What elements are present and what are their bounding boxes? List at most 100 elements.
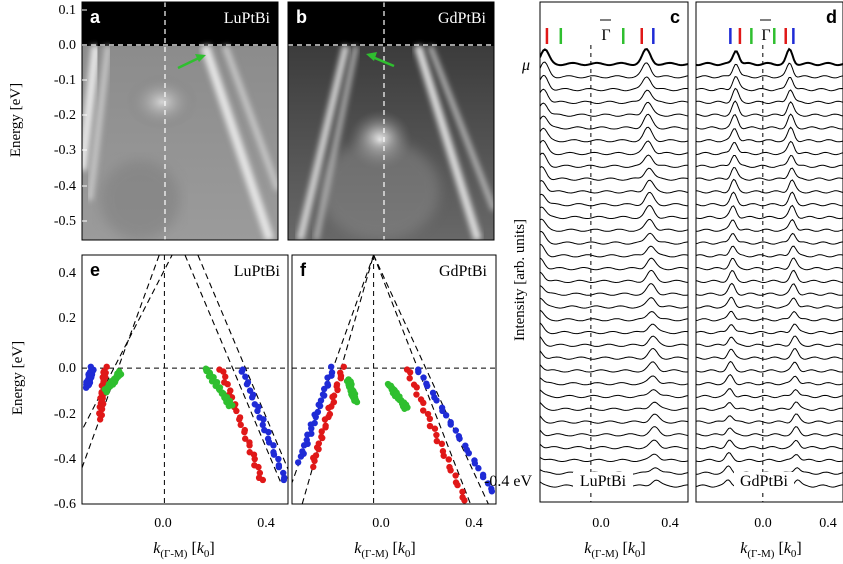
edc-curve (696, 388, 843, 399)
edc-curve (540, 257, 688, 271)
edc-curve (696, 232, 843, 245)
red-band-point (237, 421, 244, 429)
svg-text:0.0: 0.0 (372, 516, 390, 531)
edc-curve (540, 101, 688, 117)
red-band-point (256, 469, 264, 477)
svg-text:0.4: 0.4 (819, 516, 837, 531)
edc-curve (540, 204, 688, 220)
edc-curve (540, 113, 688, 130)
edc-curve (696, 426, 843, 437)
red-band-point (333, 381, 341, 388)
edc-curve (540, 401, 688, 411)
edc-curve (540, 322, 688, 335)
edc-curve (696, 439, 843, 450)
edc-curve (696, 282, 843, 296)
red-band-point (222, 373, 229, 380)
edc-curve (696, 401, 843, 411)
red-band-point (454, 481, 461, 489)
svg-text:-0.6: -0.6 (54, 497, 76, 512)
edc-curve (540, 139, 688, 156)
green-band-point (229, 402, 236, 409)
gamma-label-d: Γ (761, 27, 770, 44)
edc-curve (540, 389, 688, 399)
axis-k-c: 0.0 0.4 (592, 516, 679, 531)
edc-curve (696, 100, 843, 117)
blue-band-point (479, 473, 487, 481)
material-label-b: GdPtBi (438, 10, 487, 27)
edc-curve (540, 74, 688, 92)
blue-band-point (447, 421, 454, 428)
red-band-point (461, 497, 468, 504)
xlabel-k: k(Γ-M) [k0] (153, 540, 215, 560)
blue-band-point (484, 480, 492, 487)
material-label-f: GdPtBi (439, 263, 488, 280)
svg-text:0.4: 0.4 (465, 516, 483, 531)
blue-band-point (265, 428, 272, 436)
blue-band-point (471, 460, 479, 467)
blue-band-point (433, 397, 440, 404)
svg-text:0.0: 0.0 (592, 516, 610, 531)
axis-energy-top: 0.1 0.0 -0.1 -0.2 -0.3 -0.4 -0.5 Energy … (8, 3, 87, 229)
blue-band-point (420, 374, 427, 381)
svg-text:-0.1: -0.1 (54, 73, 76, 88)
red-band-point (406, 375, 413, 382)
blue-band-point (488, 488, 496, 495)
svg-text:0.0: 0.0 (154, 516, 172, 531)
xlabel-k: k(Γ-M) [k0] (740, 540, 802, 560)
blue-band-point (465, 449, 472, 457)
red-band-point (315, 440, 323, 447)
svg-text:-0.2: -0.2 (54, 407, 76, 422)
red-band-point (322, 422, 329, 429)
svg-text:0.4: 0.4 (59, 266, 77, 281)
svg-text:-0.4: -0.4 (54, 179, 76, 194)
edc-curve (696, 191, 843, 207)
red-band-point (255, 463, 262, 471)
red-band-point (310, 463, 317, 471)
edc-curve (540, 88, 688, 105)
edc-curve (696, 413, 843, 424)
k-axis-labels: k(Γ-M) [k0] k(Γ-M) [k0] k(Γ-M) [k0] k(Γ-M) … (153, 540, 802, 560)
red-band-point (438, 440, 446, 448)
red-band-point (236, 416, 243, 423)
green-band-point (115, 368, 123, 375)
axis-k-f: 0.0 0.4 (372, 516, 483, 531)
edc-curve (696, 166, 843, 181)
material-label-a: LuPtBi (224, 10, 271, 27)
red-band-point (420, 399, 427, 407)
edc-curve (540, 179, 688, 194)
dispersion-plot-lupbi: e LuPtBi (81, 254, 289, 505)
guide-line (82, 255, 160, 468)
svg-text:-0.2: -0.2 (54, 108, 76, 123)
blue-band-point (280, 469, 287, 477)
blue-band-point (238, 368, 245, 375)
blue-band-point (311, 419, 318, 427)
blue-band-point (439, 407, 446, 415)
edc-curve (540, 48, 688, 67)
blue-band-point (303, 436, 310, 444)
edc-curve (696, 323, 843, 335)
red-band-point (426, 422, 434, 430)
blue-band-point (314, 408, 322, 416)
edc-curve (696, 140, 843, 156)
svg-text:0.1: 0.1 (59, 3, 77, 18)
edc-curve (540, 426, 688, 437)
edc-curve (696, 218, 843, 232)
edc-curve (696, 257, 843, 271)
red-band-point (406, 369, 414, 376)
edc-curve (696, 296, 843, 309)
svg-text:0.0: 0.0 (59, 38, 77, 53)
ylabel-intensity: Intensity [arb. units] (512, 219, 528, 341)
panel-letter-c: c (670, 7, 680, 27)
blue-band-point (275, 463, 283, 471)
edc-stack-lupbi: c Γ LuPtBi (539, 1, 689, 503)
arpes-image-gdptbi: b GdPtBi (287, 1, 495, 241)
svg-text:-0.5: -0.5 (54, 214, 76, 229)
red-band-point (246, 442, 253, 449)
panel-letter-b: b (296, 7, 307, 27)
red-band-point (318, 428, 325, 435)
edc-curve (696, 373, 843, 386)
edc-curve (540, 191, 688, 207)
blue-band-point (475, 465, 482, 472)
edc-curve (696, 62, 843, 79)
